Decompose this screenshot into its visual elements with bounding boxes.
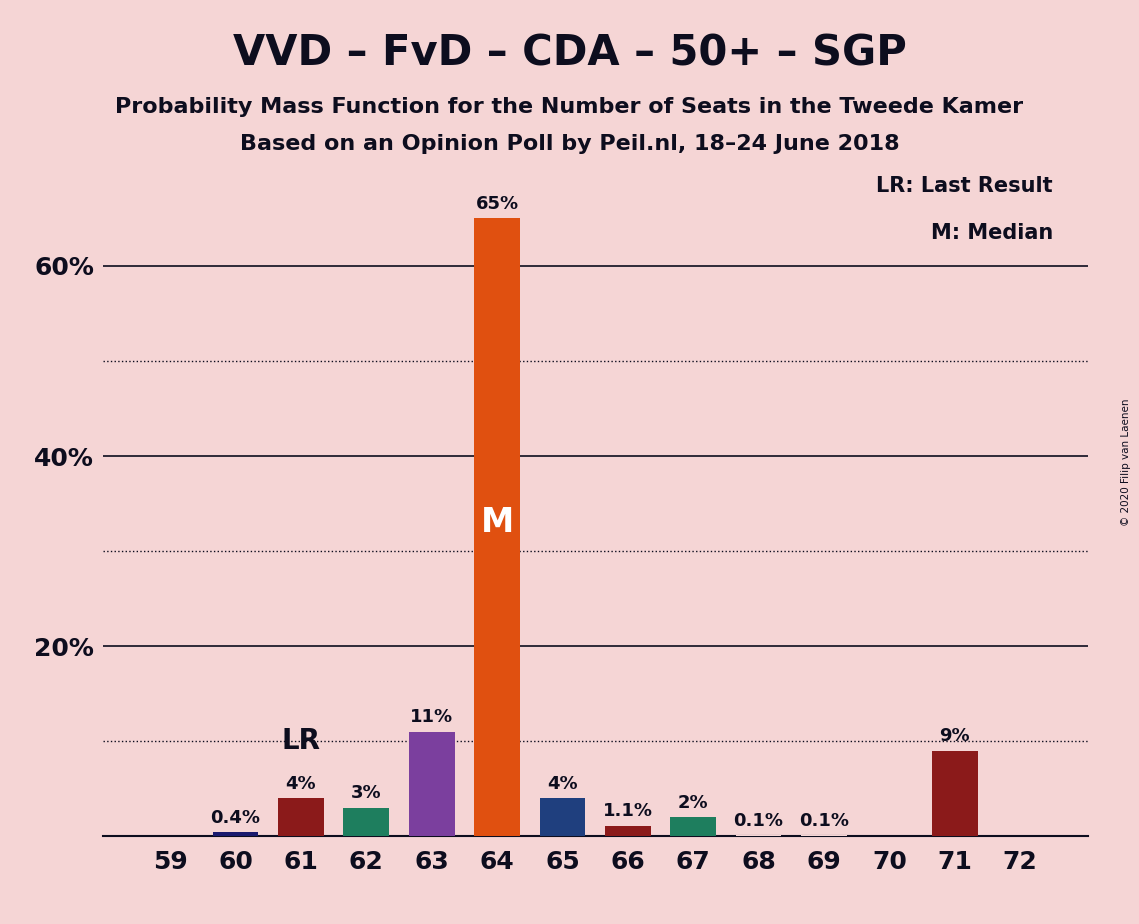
Text: M: M bbox=[481, 506, 514, 539]
Text: 3%: 3% bbox=[351, 784, 382, 802]
Text: 1.1%: 1.1% bbox=[603, 802, 653, 821]
Text: VVD – FvD – CDA – 50+ – SGP: VVD – FvD – CDA – 50+ – SGP bbox=[232, 32, 907, 74]
Text: 0.1%: 0.1% bbox=[798, 811, 849, 830]
Bar bbox=[278, 798, 323, 836]
Bar bbox=[801, 835, 846, 836]
Bar bbox=[474, 218, 519, 836]
Bar bbox=[605, 826, 650, 836]
Bar bbox=[409, 732, 454, 836]
Text: 0.4%: 0.4% bbox=[211, 808, 261, 827]
Text: 4%: 4% bbox=[286, 774, 317, 793]
Bar bbox=[213, 833, 259, 836]
Text: LR: LR bbox=[281, 727, 320, 756]
Bar bbox=[344, 808, 390, 836]
Text: 9%: 9% bbox=[940, 727, 970, 745]
Text: 0.1%: 0.1% bbox=[734, 811, 784, 830]
Text: Based on an Opinion Poll by Peil.nl, 18–24 June 2018: Based on an Opinion Poll by Peil.nl, 18–… bbox=[239, 134, 900, 154]
Text: Probability Mass Function for the Number of Seats in the Tweede Kamer: Probability Mass Function for the Number… bbox=[115, 97, 1024, 117]
Text: © 2020 Filip van Laenen: © 2020 Filip van Laenen bbox=[1121, 398, 1131, 526]
Text: 2%: 2% bbox=[678, 794, 708, 811]
Bar bbox=[671, 817, 716, 836]
Text: 4%: 4% bbox=[547, 774, 577, 793]
Text: 65%: 65% bbox=[475, 195, 518, 213]
Text: LR: Last Result: LR: Last Result bbox=[876, 176, 1052, 196]
Text: 11%: 11% bbox=[410, 708, 453, 726]
Text: M: Median: M: Median bbox=[931, 224, 1052, 243]
Bar bbox=[736, 835, 781, 836]
Bar bbox=[932, 750, 977, 836]
Bar bbox=[540, 798, 585, 836]
